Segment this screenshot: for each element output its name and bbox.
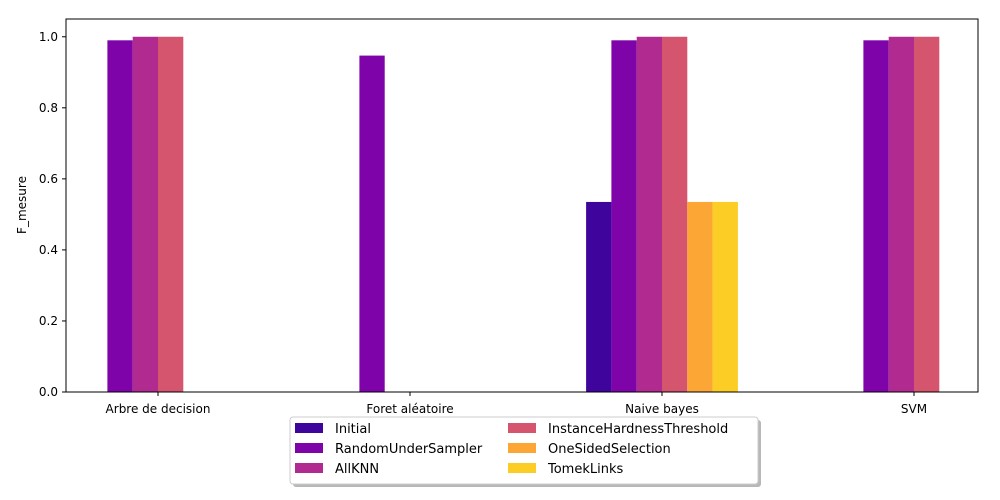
bar-instancehardnessthreshold-2 bbox=[662, 36, 688, 392]
x-tick-label: Arbre de decision bbox=[106, 402, 211, 416]
bar-allknn-2 bbox=[636, 36, 662, 392]
y-tick-label: 0.0 bbox=[39, 385, 58, 399]
legend-swatch bbox=[295, 443, 323, 453]
legend-swatch bbox=[295, 423, 323, 433]
bar-instancehardnessthreshold-0 bbox=[158, 36, 184, 392]
y-tick-label: 0.6 bbox=[39, 172, 58, 186]
bar-randomundersampler-1 bbox=[359, 55, 385, 393]
legend-label: Initial bbox=[335, 422, 371, 437]
legend-label: OneSidedSelection bbox=[548, 442, 671, 457]
y-tick-label: 0.8 bbox=[39, 101, 58, 115]
bar-allknn-3 bbox=[888, 36, 914, 392]
y-tick-label: 1.0 bbox=[39, 30, 58, 44]
plot-frame bbox=[65, 18, 979, 393]
legend-label: InstanceHardnessThreshold bbox=[548, 422, 728, 437]
bar-allknn-0 bbox=[132, 36, 158, 392]
legend-label: RandomUnderSampler bbox=[335, 442, 483, 457]
legend-swatch bbox=[295, 463, 323, 473]
bar-instancehardnessthreshold-3 bbox=[914, 36, 940, 392]
legend: Initial RandomUnderSampler AllKNN InstanceH… bbox=[289, 416, 761, 487]
y-axis-label: F_mesure bbox=[15, 176, 29, 234]
legend-swatch bbox=[508, 423, 536, 433]
legend-swatch bbox=[508, 443, 536, 453]
bar-initial-2 bbox=[586, 201, 612, 392]
bar-randomundersampler-2 bbox=[611, 40, 637, 393]
x-axis: Arbre de decision Foret aléatoire Naive ba… bbox=[106, 392, 927, 416]
legend-swatch bbox=[508, 463, 536, 473]
x-tick-label: Foret aléatoire bbox=[366, 402, 453, 416]
bars-layer bbox=[107, 36, 940, 393]
legend-label: TomekLinks bbox=[547, 462, 623, 477]
y-axis: 0.0 0.2 0.4 0.6 0.8 1.0 bbox=[39, 30, 66, 399]
legend-label: AllKNN bbox=[335, 462, 379, 477]
y-tick-label: 0.2 bbox=[39, 314, 58, 328]
x-tick-label: SVM bbox=[901, 402, 927, 416]
x-tick-label: Naive bayes bbox=[625, 402, 699, 416]
bar-tomeklinks-2 bbox=[712, 201, 738, 392]
bar-randomundersampler-0 bbox=[107, 40, 133, 393]
bar-onesidedselection-2 bbox=[687, 201, 713, 392]
bar-randomundersampler-3 bbox=[863, 40, 889, 393]
y-tick-label: 0.4 bbox=[39, 243, 58, 257]
